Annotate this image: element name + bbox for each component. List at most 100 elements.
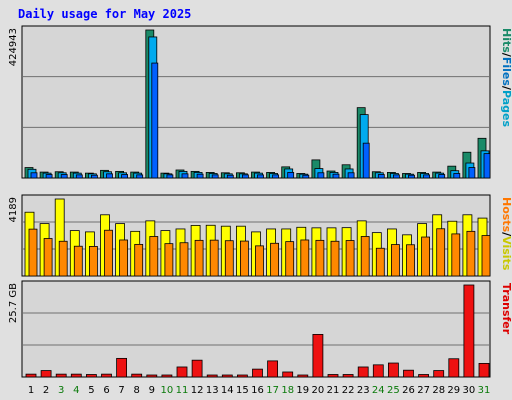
transfer-bar bbox=[25, 373, 37, 378]
pages-bar bbox=[211, 174, 219, 179]
hosts-bar bbox=[375, 247, 385, 277]
transfer-bar bbox=[463, 284, 475, 378]
day-label: 30 bbox=[463, 385, 476, 396]
panel-background bbox=[21, 280, 491, 378]
legend-entry: Hits bbox=[500, 28, 512, 53]
transfer-bar bbox=[387, 362, 399, 378]
transfer-bar bbox=[146, 374, 158, 378]
pages-bar bbox=[121, 174, 128, 179]
hosts-bar bbox=[255, 245, 264, 277]
pages-bar bbox=[287, 172, 295, 179]
hosts-bar bbox=[134, 243, 144, 277]
hosts-bar bbox=[406, 244, 415, 277]
transfer-bar bbox=[161, 374, 173, 378]
hosts-bar bbox=[360, 236, 370, 277]
pages-bar bbox=[226, 174, 234, 179]
pages-bar bbox=[317, 172, 325, 179]
transfer-bar bbox=[327, 374, 339, 378]
pages-bar bbox=[438, 174, 446, 179]
hosts-bar bbox=[436, 228, 446, 277]
hosts-bar bbox=[270, 242, 280, 277]
hosts-bar bbox=[73, 245, 83, 277]
hosts-bar bbox=[224, 240, 234, 277]
pages-bar bbox=[408, 174, 415, 179]
day-label: 6 bbox=[103, 385, 109, 396]
transfer-bar bbox=[131, 373, 143, 378]
transfer-bar bbox=[70, 373, 82, 378]
day-label: 14 bbox=[221, 385, 234, 396]
pages-bar bbox=[468, 167, 476, 179]
hosts-bar bbox=[330, 240, 340, 277]
day-label: 23 bbox=[357, 385, 370, 396]
x-axis-day-labels: 1 2 3 4 5 6 7 8 9 10 11 12 13 14 15 16 17 18 19 20 21 22 23 24 2… bbox=[28, 385, 491, 396]
pages-bar bbox=[453, 173, 461, 179]
hosts-bar bbox=[300, 239, 310, 277]
hosts-bar bbox=[89, 246, 98, 277]
transfer-bar bbox=[176, 366, 188, 378]
day-label: 29 bbox=[447, 385, 460, 396]
pages-bar bbox=[166, 174, 174, 179]
day-label: 24 bbox=[372, 385, 385, 396]
hosts-bar bbox=[58, 240, 68, 277]
day-label: 4 bbox=[73, 385, 79, 396]
day-label: 17 bbox=[266, 385, 279, 396]
transfer-bar bbox=[191, 359, 203, 378]
pages-bar bbox=[60, 174, 68, 179]
day-label: 2 bbox=[43, 385, 49, 396]
day-label: 25 bbox=[387, 385, 400, 396]
panel-transfer: 25.7 GB Transfer bbox=[8, 280, 512, 378]
pages-bar bbox=[362, 142, 370, 179]
transfer-bar bbox=[252, 368, 263, 378]
pages-bar bbox=[377, 174, 385, 179]
day-label: 19 bbox=[296, 385, 309, 396]
legend-entry: Files bbox=[500, 57, 512, 87]
pages-bar bbox=[241, 174, 249, 179]
legend-entry: Pages bbox=[500, 90, 512, 128]
day-label: 21 bbox=[327, 385, 340, 396]
transfer-bar bbox=[55, 373, 67, 378]
legend-entry: / bbox=[500, 232, 512, 237]
series-legend: Hits/Files/Pages bbox=[500, 28, 512, 127]
hosts-bar bbox=[43, 238, 53, 277]
pages-bar bbox=[75, 174, 83, 179]
ymax-label: 25.7 GB bbox=[8, 283, 19, 323]
transfer-bar bbox=[282, 371, 294, 378]
hosts-bar bbox=[104, 229, 113, 277]
hosts-bar bbox=[315, 239, 325, 277]
hosts-bar bbox=[28, 228, 38, 277]
day-label: 16 bbox=[251, 385, 264, 396]
hosts-bar bbox=[390, 244, 400, 277]
transfer-bar bbox=[206, 374, 218, 378]
day-label: 15 bbox=[236, 385, 249, 396]
day-label: 26 bbox=[402, 385, 415, 396]
ymax-label: 4189 bbox=[8, 197, 19, 222]
day-label: 11 bbox=[176, 385, 189, 396]
legend-entry: Transfer bbox=[500, 283, 512, 335]
day-label: 28 bbox=[432, 385, 445, 396]
hosts-bar bbox=[164, 243, 174, 277]
day-label: 18 bbox=[281, 385, 294, 396]
hosts-bar bbox=[179, 242, 189, 277]
transfer-bar bbox=[372, 364, 384, 378]
hosts-bar bbox=[239, 240, 249, 277]
legend-entry: Visits bbox=[500, 236, 512, 271]
pages-bar bbox=[30, 172, 38, 179]
pages-bar bbox=[91, 174, 98, 179]
pages-bar bbox=[151, 62, 159, 179]
transfer-bar bbox=[101, 373, 112, 378]
transfer-bar bbox=[312, 334, 324, 378]
pages-bar bbox=[45, 174, 53, 179]
pages-bar bbox=[272, 174, 280, 179]
pages-bar bbox=[302, 174, 310, 179]
day-label: 13 bbox=[206, 385, 219, 396]
day-label: 5 bbox=[88, 385, 94, 396]
ymax-label: 424943 bbox=[8, 28, 19, 66]
pages-bar bbox=[347, 172, 355, 179]
transfer-bar bbox=[297, 374, 309, 378]
transfer-bar bbox=[478, 362, 490, 378]
hosts-bar bbox=[451, 233, 461, 277]
day-label: 22 bbox=[342, 385, 355, 396]
transfer-bar bbox=[448, 358, 460, 378]
pages-bar bbox=[181, 173, 189, 179]
hosts-bar bbox=[119, 239, 128, 277]
